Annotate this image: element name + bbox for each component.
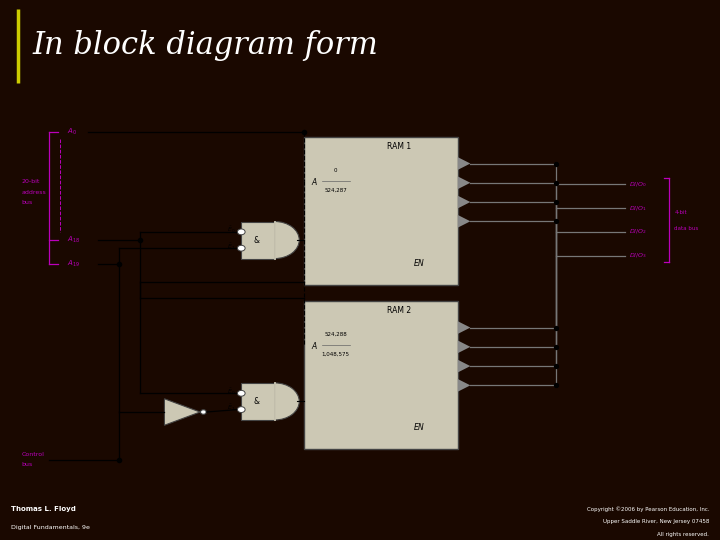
Text: $A$: $A$: [311, 176, 318, 187]
Polygon shape: [458, 379, 470, 392]
Text: data bus: data bus: [675, 226, 698, 231]
Circle shape: [238, 390, 245, 396]
Wedge shape: [275, 383, 300, 420]
Text: address: address: [22, 190, 46, 195]
Text: $EN$: $EN$: [413, 421, 426, 433]
Bar: [241, 221, 275, 259]
Text: RAM 2: RAM 2: [387, 306, 411, 315]
Text: 0: 0: [334, 168, 337, 173]
Text: bus: bus: [22, 462, 32, 468]
Text: 524,287: 524,287: [324, 188, 347, 193]
Wedge shape: [275, 221, 300, 259]
Polygon shape: [458, 341, 470, 353]
Text: $A_{18}$: $A_{18}$: [67, 235, 80, 245]
Text: $\bar{E}_1$: $\bar{E}_1$: [228, 241, 235, 252]
Polygon shape: [458, 215, 470, 228]
Text: $DI/O_2$: $DI/O_2$: [629, 228, 647, 237]
Polygon shape: [458, 157, 470, 170]
Text: $A$: $A$: [311, 340, 318, 351]
Text: 4-bit: 4-bit: [675, 210, 687, 215]
Text: Thomas L. Floyd: Thomas L. Floyd: [11, 506, 76, 512]
Text: Copyright ©2006 by Pearson Education, Inc.: Copyright ©2006 by Pearson Education, In…: [587, 506, 709, 512]
Circle shape: [200, 410, 207, 414]
Circle shape: [238, 407, 245, 413]
Text: &: &: [254, 235, 260, 245]
Circle shape: [238, 245, 245, 251]
Text: $DI/O_3$: $DI/O_3$: [629, 252, 647, 260]
Text: Control: Control: [22, 452, 44, 457]
Text: $A_{19}$: $A_{19}$: [67, 259, 80, 269]
Text: bus: bus: [22, 200, 32, 206]
Text: Digital Fundamentals, 9e: Digital Fundamentals, 9e: [11, 525, 90, 530]
Text: $\bar{E}_1$: $\bar{E}_1$: [228, 403, 235, 413]
Polygon shape: [458, 360, 470, 373]
Polygon shape: [458, 177, 470, 189]
Text: In block diagram form: In block diagram form: [32, 30, 378, 62]
Text: All rights reserved.: All rights reserved.: [657, 532, 709, 537]
Text: Upper Saddle River, New Jersey 07458: Upper Saddle River, New Jersey 07458: [603, 519, 709, 524]
Text: RAM 1: RAM 1: [387, 142, 411, 151]
Text: 524,288: 524,288: [324, 332, 347, 337]
Polygon shape: [458, 195, 470, 208]
Bar: [304, 301, 458, 449]
Text: $EN$: $EN$: [413, 257, 426, 268]
Polygon shape: [164, 399, 200, 426]
Circle shape: [238, 229, 245, 235]
Text: $\bar{E}_0$: $\bar{E}_0$: [228, 387, 235, 397]
Text: &: &: [254, 397, 260, 406]
Text: $A_0$: $A_0$: [67, 126, 76, 137]
Bar: [241, 383, 275, 420]
Polygon shape: [458, 321, 470, 334]
Text: $DI/O_1$: $DI/O_1$: [629, 204, 647, 213]
Text: $DI/O_0$: $DI/O_0$: [629, 180, 647, 189]
Text: 20-bit: 20-bit: [22, 179, 40, 184]
Text: 1,048,575: 1,048,575: [322, 352, 349, 357]
Bar: [304, 137, 458, 285]
Text: $\bar{E}_0$: $\bar{E}_0$: [228, 225, 235, 235]
